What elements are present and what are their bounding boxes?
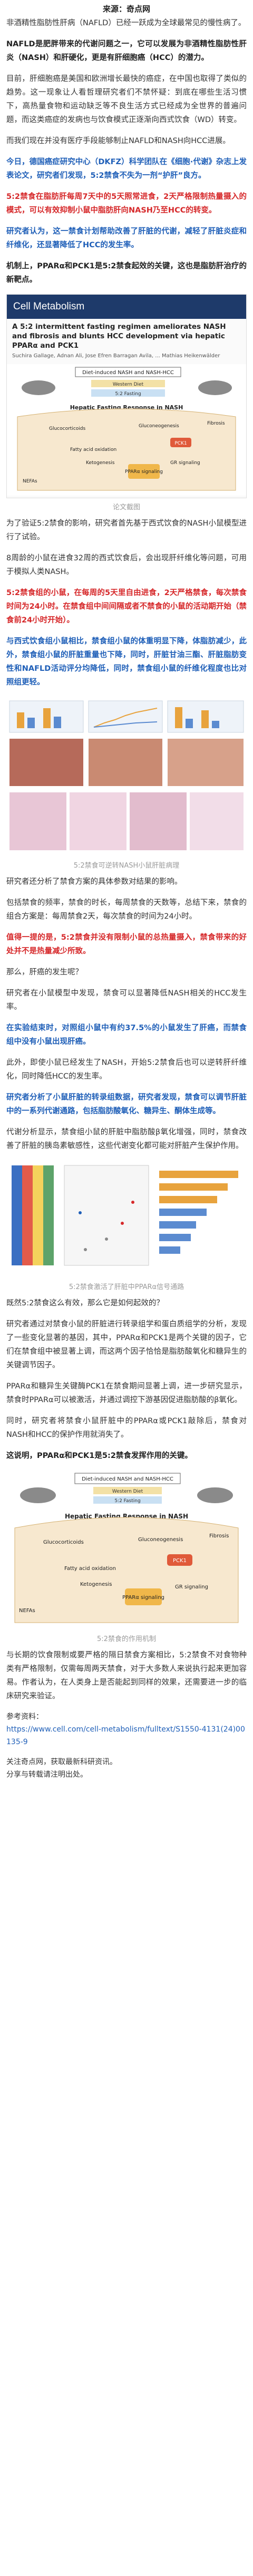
svg-text:Ketogenesis: Ketogenesis [86,460,115,466]
svg-text:PPARα signaling: PPARα signaling [122,1595,164,1601]
reference-link[interactable]: https://www.cell.com/cell-metabolism/ful… [6,1725,245,1746]
mouse-icon [22,380,55,395]
paragraph: 目前，肝细胞癌是美国和欧洲增长最快的癌症，在中国也取得了类似的趋势。这一现象让人… [6,75,247,124]
paper-title: A 5:2 intermittent fasting regimen ameli… [12,323,226,350]
paragraph: 同时，研究者将禁食小鼠肝脏中的PPARα或PCK1敲除后，禁食对NASH和HCC… [6,1417,247,1439]
figure-caption: 5:2禁食的作用机制 [97,1635,156,1643]
paragraph-highlight: 在实验结束时，对照组小鼠中有约37.5%的小鼠发生了肝癌，而禁食组中没有小鼠出现… [6,1024,247,1046]
paragraph-highlight: 与西式饮食组小鼠相比，禁食组小鼠的体重明显下降，体脂肪减少，此外，禁食组小鼠的肝… [6,637,247,687]
svg-text:NEFAs: NEFAs [23,479,37,484]
paragraph: 此外，即使小鼠已经发生了NASH，开始5:2禁食后也可以逆转肝纤维化，同时降低H… [6,1059,247,1081]
paragraph-highlight: 研究者分析了小鼠肝脏的转录组数据，研究者发现，禁食可以调节肝脏中的一系列代谢通路… [6,1093,247,1115]
svg-text:PCK1: PCK1 [174,441,187,446]
svg-text:5:2 Fasting: 5:2 Fasting [114,1498,140,1504]
volcano-plot [64,1165,149,1266]
paragraph-highlight: 5:2禁食在脂肪肝每周7天中的5天照常进食，2天严格限制热量摄入的模式，可以有效… [6,193,247,215]
paragraph-bold: 机制上，PPARα和PCK1是5:2禁食起效的关键，这也是脂肪肝治疗的新靶点。 [6,262,247,284]
mechanism-figure [6,1160,247,1278]
paragraph: 8周龄的小鼠在进食32周的西式饮食后，会出现肝纤维化等问题，可用于模拟人类NAS… [6,554,247,576]
svg-text:PCK1: PCK1 [173,1558,187,1564]
paragraph-highlight: 研究者认为，这一禁食计划帮助改善了肝脏的代谢，减轻了肝脏炎症和纤维化，还显著降低… [6,227,247,249]
paragraph: 与长期的饮食限制或要严格的隔日禁食方案相比，5:2禁食不对食物种类有严格限制，仅… [6,1651,247,1700]
source-line: 来源：奇点网 [102,4,150,14]
panel-c [167,700,244,733]
journal-name: Cell Metabolism [13,301,85,312]
graphical-abstract-figure: Diet-induced NASH and NASH-HCC Western D… [6,1470,247,1630]
paragraph-highlight: 今日，德国癌症研究中心（DKFZ）科学团队在《细胞·代谢》杂志上发表论文，研究者… [6,158,247,180]
paragraph-bold: 这说明，PPARα和PCK1是5:2禁食发挥作用的关键。 [6,1452,192,1460]
liver-shape [14,1517,239,1623]
figure-caption: 5:2禁食激活了肝脏中PPARα信号通路 [69,1283,184,1291]
pathway-bars [159,1171,238,1254]
journal-banner: Cell Metabolism [7,295,246,319]
figure-caption: 5:2禁食可逆转NASH小鼠肝脏病理 [73,862,180,870]
reference-label: 参考资料： [6,1713,43,1721]
mouse-icon [20,1487,56,1503]
fig1-western-label: Western Diet [113,382,144,387]
paragraph: 研究者在小鼠模型中发现，禁食可以显著降低NASH相关的HCC发生率。 [6,989,247,1011]
paragraph: 非酒精性脂肪性肝病（NAFLD）已经一跃成为全球最常见的慢性病了。 [6,19,246,27]
paragraph: PPARα和糖异生关键酶PCK1在禁食期间显著上调，进一步研究显示，禁食时PPA… [6,1382,247,1404]
svg-text:Fibrosis: Fibrosis [209,1533,229,1539]
paragraph: 研究者还分析了禁食方案的具体参数对结果的影响。 [6,878,182,886]
data-figure [6,697,247,857]
svg-text:Gluconeogenesis: Gluconeogenesis [139,424,179,429]
svg-text:PPARα signaling: PPARα signaling [125,469,163,475]
data-panels [6,697,247,854]
article-page: 来源：奇点网 非酒精性脂肪性肝病（NAFLD）已经一跃成为全球最常见的慢性病了。… [6,4,247,1779]
footer-note: 分享与转载请注明出处。 [6,1770,87,1779]
graphical-abstract: Diet-induced NASH and NASH-HCC Western D… [7,364,246,496]
histology-panels [9,792,244,850]
svg-text:Ketogenesis: Ketogenesis [80,1582,112,1587]
liver-shape [17,408,236,491]
paragraph: 为了验证5:2禁食的影响，研究者首先基于西式饮食的NASH小鼠模型进行了试验。 [6,519,247,541]
footer-note: 关注奇点网，获取最新科研资讯。 [6,1758,117,1766]
fig1-top-label: Diet-induced NASH and NASH-HCC [82,370,174,376]
paragraph: 代谢分析显示，禁食组小鼠的肝脏中脂肪酸β氧化增强，同时，禁食改善了肝脏的胰岛素敏… [6,1128,247,1150]
svg-text:Western Diet: Western Diet [112,1489,143,1494]
paragraph: 既然5:2禁食这么有效，那么它是如何起效的？ [6,1299,164,1307]
svg-text:Fatty acid oxidation: Fatty acid oxidation [64,1566,116,1572]
paragraph: 研究者通过对禁食小鼠的肝脏进行转录组学和蛋白质组学的分析，发现了一些变化显著的基… [6,1320,247,1370]
liver-photos [9,739,244,786]
svg-text:Glucocorticoids: Glucocorticoids [43,1539,84,1545]
panel-a [9,700,84,733]
paragraph: 而我们现在并没有医疗手段能够制止NAFLD和NASH向HCC进展。 [6,137,230,145]
heatmap-panels [6,1160,247,1276]
paragraph: 包括禁食的频率，禁食的时长，每周禁食的天数等，总结下来，禁食的组合方案是：每周禁… [6,899,247,921]
mouse-icon [197,1487,233,1503]
paragraph-highlight: 值得一提的是，5:2禁食并没有限制小鼠的总热量摄入，禁食带来的好处并不是热量减少… [6,933,247,955]
paragraph-bold: NAFLD是肥胖带来的代谢问题之一，它可以发展为非酒精性脂肪性肝炎（NASH）和… [6,40,247,62]
paper-authors: Suchira Gallage, Adnan Ali, Jose Efren B… [12,353,220,359]
svg-text:Fatty acid oxidation: Fatty acid oxidation [70,447,116,452]
svg-text:Glucocorticoids: Glucocorticoids [49,426,85,431]
svg-text:Fibrosis: Fibrosis [207,421,225,426]
figure-caption: 论文截图 [112,504,140,511]
fig1-fasting-label: 5:2 Fasting [115,391,141,397]
svg-text:GR signaling: GR signaling [175,1584,208,1590]
heatmap-left [12,1165,54,1265]
fig5-top-label: Diet-induced NASH and NASH-HCC [82,1476,173,1482]
panel-b [88,700,163,733]
svg-text:NEFAs: NEFAs [19,1608,35,1614]
graphical-abstract-large: Diet-induced NASH and NASH-HCC Western D… [6,1470,247,1628]
paragraph: 那么，肝癌的发生呢？ [6,968,83,977]
svg-text:GR signaling: GR signaling [170,460,200,466]
paper-screenshot: Cell Metabolism A 5:2 intermittent fasti… [6,294,247,498]
paragraph-highlight: 5:2禁食组的小鼠，在每周的5天里自由进食，2天严格禁食，每次禁食时间为24小时… [6,589,247,625]
svg-text:Gluconeogenesis: Gluconeogenesis [138,1537,183,1543]
mouse-icon [198,380,232,395]
